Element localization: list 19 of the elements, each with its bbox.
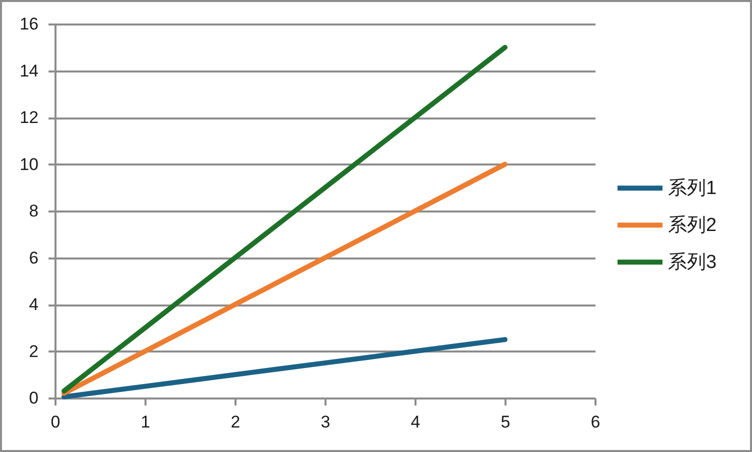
x-tick-label: 6 (590, 412, 600, 432)
x-tick-label: 4 (410, 412, 420, 432)
y-tick-label: 4 (29, 295, 38, 314)
legend-label: 系列1 (668, 178, 717, 200)
y-tick-label: 2 (29, 342, 38, 361)
y-tick-label: 16 (20, 14, 38, 34)
y-tick-label: 10 (20, 154, 38, 174)
legend-label: 系列2 (668, 215, 717, 236)
x-tick-label: 3 (320, 412, 330, 432)
x-tick-label: 1 (140, 412, 150, 432)
x-tick-label: 2 (230, 412, 240, 432)
y-tick-label: 12 (20, 108, 38, 127)
legend-label: 系列3 (668, 252, 717, 274)
y-tick-label: 0 (29, 388, 38, 408)
y-tick-label: 6 (29, 248, 38, 268)
y-tick-label: 14 (20, 61, 38, 80)
y-tick-label: 8 (29, 202, 38, 220)
x-tick-label: 5 (500, 412, 510, 432)
x-tick-label: 0 (50, 412, 60, 432)
